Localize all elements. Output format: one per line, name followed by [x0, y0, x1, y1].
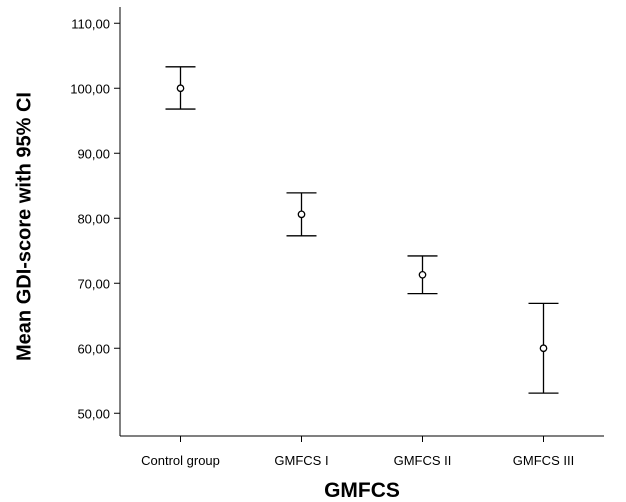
axes — [119, 7, 604, 437]
x-axis-title: GMFCS — [324, 479, 400, 502]
y-tick-label: 80,00 — [77, 211, 110, 226]
error-bars — [165, 66, 559, 394]
y-tick-label: 60,00 — [77, 341, 110, 356]
ticks: 50,00 60,00 70,00 80,00 90,00 100,00 110,00 Con… — [70, 16, 574, 468]
y-tick-label: 50,00 — [77, 406, 110, 421]
x-tick-label: GMFCS I — [274, 453, 328, 468]
y-tick-label: 100,00 — [70, 81, 110, 96]
y-axis-title: Mean GDI-score with 95% CI — [13, 92, 35, 361]
y-tick-label: 110,00 — [71, 16, 110, 31]
mean-marker — [539, 344, 548, 353]
mean-marker — [176, 84, 185, 93]
x-tick-label: Control group — [141, 453, 220, 468]
mean-marker — [418, 270, 427, 279]
x-tick-label: GMFCS II — [394, 453, 452, 468]
mean-marker — [297, 210, 306, 219]
y-tick-label: 90,00 — [77, 146, 110, 161]
y-tick-label: 70,00 — [77, 276, 110, 291]
x-tick-label: GMFCS III — [513, 453, 574, 468]
